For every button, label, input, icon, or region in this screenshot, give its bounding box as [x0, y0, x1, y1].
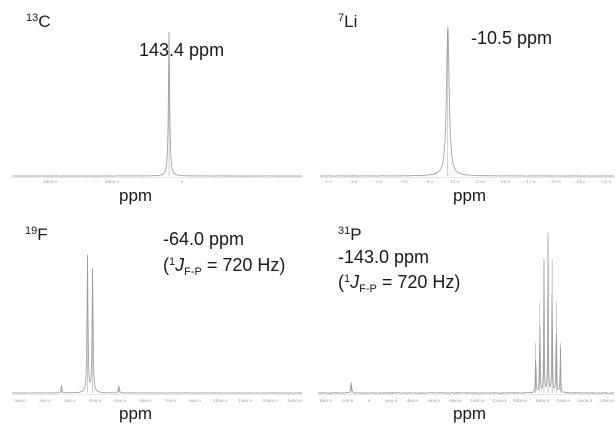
- mass-number: 31: [338, 225, 351, 237]
- spectrum-plot: 2400.0 1400.0 0: [11, 32, 303, 184]
- x-axis-label: ppm: [119, 186, 153, 205]
- x-tick-label: -3.0: [349, 179, 357, 184]
- coupling-constant-label: (1JF-P = 720 Hz): [338, 272, 461, 295]
- x-tick-label: -23.0: [601, 179, 612, 184]
- x-tick-label: -11.0: [449, 179, 460, 184]
- spectrum-plot: 500.0 300.0 100.0 -100.0 -300.0 -500.0 -700.0 -…: [11, 254, 303, 403]
- x-axis-label: ppm: [453, 404, 487, 423]
- x-tick-label: -400.0: [406, 398, 419, 403]
- x-tick-label: -600.0: [427, 398, 440, 403]
- x-tick-label: -13.0: [474, 179, 485, 184]
- x-tick-label: -900.0: [188, 398, 201, 403]
- x-tick-label: -200.0: [384, 398, 397, 403]
- x-tick-label: -500.0: [138, 398, 151, 403]
- mass-number: 13: [26, 12, 39, 24]
- mass-number: 7: [338, 12, 345, 24]
- peak-shift-label: 143.4 ppm: [139, 40, 225, 60]
- peak-shift-label: -10.5 ppm: [471, 28, 553, 48]
- x-tick-label: 300.0: [39, 398, 51, 403]
- spectrum-trace: [11, 254, 303, 394]
- x-tick-label: -1400.0: [512, 398, 528, 403]
- coupling-constant-label: (1JF-P = 720 Hz): [163, 255, 286, 278]
- x-tick-label: -19.0: [550, 179, 561, 184]
- spectrum-trace: [11, 32, 303, 177]
- peak-shift-label: -143.0 ppm: [338, 247, 430, 267]
- x-tick-label: -300.0: [113, 398, 126, 403]
- spectrum-plot: -1.0 -3.0 -5.0 -7.0 -9.0 -11.0 -13.0 -15.0 -17.0…: [319, 26, 615, 184]
- x-tick-label: -1200.0: [491, 398, 507, 403]
- element-symbol: F: [37, 225, 48, 244]
- x-tick-label: -1800.0: [555, 398, 571, 403]
- x-tick-label: 400.0: [320, 398, 332, 403]
- x-tick-label: 1400.0: [105, 179, 119, 184]
- x-tick-label: 100.0: [64, 398, 76, 403]
- spectrum-trace: [319, 27, 615, 177]
- x-tick-label: -1500.0: [261, 398, 277, 403]
- x-tick-label: -1600.0: [534, 398, 550, 403]
- x-tick-label: -800.0: [449, 398, 462, 403]
- x-tick-label: -2000.0: [577, 398, 593, 403]
- x-tick-label: -7.0: [400, 179, 408, 184]
- x-tick-label: -15.0: [500, 179, 511, 184]
- x-tick-label: 2400.0: [43, 179, 57, 184]
- x-tick-label: -700.0: [163, 398, 176, 403]
- nucleus-label: 7Li: [338, 12, 357, 32]
- nucleus-label: 13C: [26, 12, 51, 32]
- spectrum-panel-13c: 13C 143.4 ppm 2400.0 1400.0 0 ppm: [0, 0, 308, 212]
- spectrum-plot: 400.0 200.0 0 -200.0 -400.0 -600.0 -800.0 -1000…: [317, 232, 615, 403]
- x-tick-label: -17.0: [525, 179, 536, 184]
- x-tick-label: -2100.0: [598, 398, 614, 403]
- spectrum-trace: [317, 236, 615, 395]
- x-tick-label: -100.0: [88, 398, 101, 403]
- x-tick-label: 0: [368, 398, 371, 403]
- mass-number: 19: [25, 225, 38, 237]
- element-symbol: Li: [344, 12, 358, 31]
- x-tick-label: -1650.0: [286, 398, 302, 403]
- element-symbol: C: [38, 12, 51, 31]
- x-axis-label: ppm: [119, 404, 153, 423]
- x-tick-label: 0: [181, 179, 184, 184]
- x-tick-label: -5.0: [375, 179, 383, 184]
- spectrum-panel-31p: 31P -143.0 ppm (1JF-P = 720 Hz) 400.0 200…: [308, 212, 616, 425]
- element-symbol: P: [350, 225, 362, 244]
- x-tick-label: -21.0: [576, 179, 587, 184]
- x-axis-label: ppm: [453, 186, 487, 205]
- x-tick-label: -1100.0: [212, 398, 228, 403]
- x-tick-label: 500.0: [14, 398, 26, 403]
- x-tick-label: -1300.0: [237, 398, 253, 403]
- x-tick-label: -1000.0: [469, 398, 485, 403]
- nucleus-label: 19F: [25, 225, 48, 245]
- x-tick-label: -1.0: [324, 179, 332, 184]
- nucleus-label: 31P: [338, 225, 362, 245]
- x-tick-label: -9.0: [425, 179, 433, 184]
- spectrum-panel-19f: 19F -64.0 ppm (1JF-P = 720 Hz) 500.0 300.…: [0, 212, 308, 425]
- spectrum-panel-7li: 7Li -10.5 ppm -1.0 -3.0 -5.0 -7.0 -9.0 -11.0-…: [308, 0, 616, 212]
- peak-shift-label: -64.0 ppm: [163, 229, 245, 249]
- x-tick-label: 200.0: [342, 398, 354, 403]
